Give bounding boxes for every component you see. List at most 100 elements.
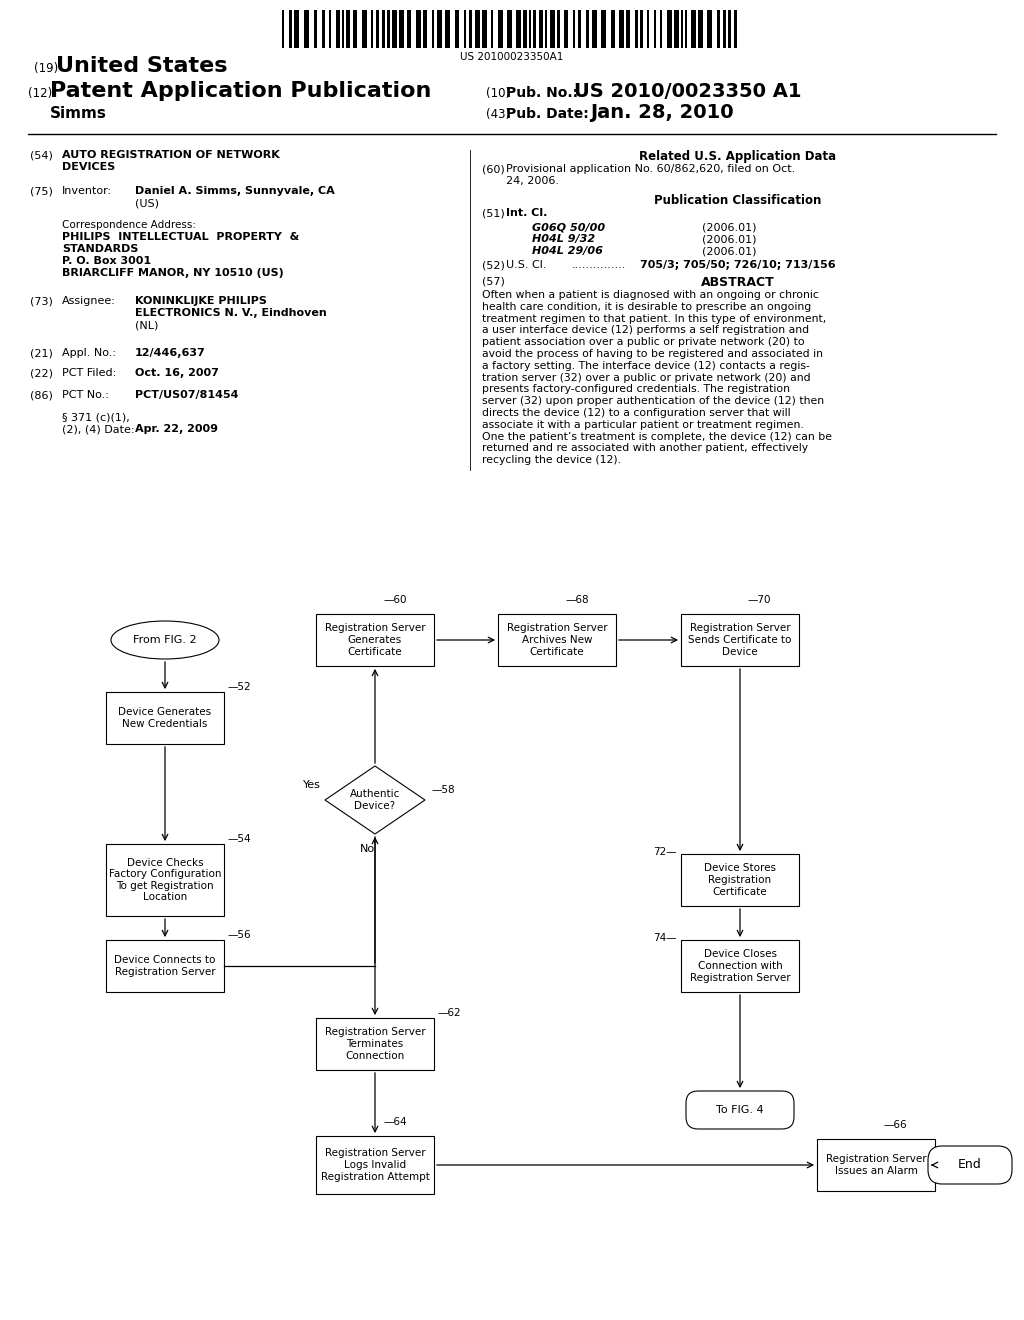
Text: —54: —54	[228, 834, 252, 843]
Text: (2), (4) Date:: (2), (4) Date:	[62, 424, 134, 434]
Bar	[362, 11, 367, 48]
Text: server (32) upon proper authentication of the device (12) then: server (32) upon proper authentication o…	[482, 396, 824, 407]
Bar	[316, 614, 434, 667]
Text: (10): (10)	[486, 87, 510, 100]
Bar	[106, 692, 224, 744]
Text: Publication Classification: Publication Classification	[654, 194, 821, 207]
Bar	[573, 11, 575, 48]
Text: —52: —52	[228, 682, 252, 692]
Bar	[592, 11, 597, 48]
Text: —60: —60	[383, 595, 407, 605]
Text: Patent Application Publication: Patent Application Publication	[50, 81, 431, 102]
Bar	[586, 11, 589, 48]
Bar	[498, 614, 616, 667]
Text: No: No	[359, 843, 375, 854]
Bar	[106, 843, 224, 916]
Bar	[723, 11, 726, 48]
Bar	[647, 11, 649, 48]
Bar	[523, 11, 527, 48]
Text: G06Q 50/00: G06Q 50/00	[532, 222, 605, 232]
Polygon shape	[325, 766, 425, 834]
FancyBboxPatch shape	[686, 1092, 794, 1129]
Text: Appl. No.:: Appl. No.:	[62, 348, 116, 358]
Text: (NL): (NL)	[135, 319, 159, 330]
Bar	[314, 11, 317, 48]
Text: Apr. 22, 2009: Apr. 22, 2009	[135, 424, 218, 434]
Bar	[618, 11, 624, 48]
Bar	[482, 11, 487, 48]
Bar	[516, 11, 521, 48]
Bar	[578, 11, 581, 48]
Text: (12): (12)	[28, 87, 52, 100]
Text: (51): (51)	[482, 209, 505, 218]
Text: tration server (32) over a public or private network (20) and: tration server (32) over a public or pri…	[482, 372, 811, 383]
Text: Int. Cl.: Int. Cl.	[506, 209, 548, 218]
Text: —58: —58	[431, 785, 455, 795]
Text: PCT Filed:: PCT Filed:	[62, 368, 117, 378]
Text: Daniel A. Simms, Sunnyvale, CA: Daniel A. Simms, Sunnyvale, CA	[135, 186, 335, 195]
Bar	[322, 11, 325, 48]
Bar	[282, 11, 284, 48]
Text: P. O. Box 3001: P. O. Box 3001	[62, 256, 152, 267]
Bar	[728, 11, 731, 48]
Bar	[685, 11, 687, 48]
Text: Registration Server
Terminates
Connection: Registration Server Terminates Connectio…	[325, 1027, 425, 1060]
Bar	[529, 11, 531, 48]
Text: PCT No.:: PCT No.:	[62, 389, 109, 400]
Text: (43): (43)	[486, 108, 510, 121]
Text: 74—: 74—	[653, 933, 677, 942]
Text: (73): (73)	[30, 296, 53, 306]
Text: Pub. Date:: Pub. Date:	[506, 107, 589, 121]
Text: —56: —56	[228, 931, 252, 940]
Text: 705/3; 705/50; 726/10; 713/156: 705/3; 705/50; 726/10; 713/156	[640, 260, 836, 271]
Text: (2006.01): (2006.01)	[702, 234, 757, 244]
Text: —64: —64	[383, 1117, 407, 1127]
Text: US 2010/0023350 A1: US 2010/0023350 A1	[574, 82, 802, 102]
Text: Device Stores
Registration
Certificate: Device Stores Registration Certificate	[705, 863, 776, 896]
Text: a user interface device (12) performs a self registration and: a user interface device (12) performs a …	[482, 326, 809, 335]
Text: DEVICES: DEVICES	[62, 162, 116, 172]
Bar	[707, 11, 712, 48]
Bar	[342, 11, 344, 48]
Text: Device Checks
Factory Configuration
To get Registration
Location: Device Checks Factory Configuration To g…	[109, 858, 221, 903]
Bar	[674, 11, 679, 48]
Bar	[640, 11, 643, 48]
Bar	[382, 11, 385, 48]
Bar	[539, 11, 543, 48]
Bar	[698, 11, 703, 48]
Text: Registration Server
Archives New
Certificate: Registration Server Archives New Certifi…	[507, 623, 607, 656]
Bar	[490, 11, 493, 48]
Text: H04L 9/32: H04L 9/32	[532, 234, 595, 244]
Text: H04L 29/06: H04L 29/06	[532, 246, 603, 256]
Text: § 371 (c)(1),: § 371 (c)(1),	[62, 412, 130, 422]
Text: Device Generates
New Credentials: Device Generates New Credentials	[119, 708, 212, 729]
Text: Registration Server
Sends Certificate to
Device: Registration Server Sends Certificate to…	[688, 623, 792, 656]
Text: recycling the device (12).: recycling the device (12).	[482, 455, 621, 465]
Text: a factory setting. The interface device (12) contacts a regis-: a factory setting. The interface device …	[482, 360, 810, 371]
Ellipse shape	[111, 620, 219, 659]
Text: —70: —70	[748, 595, 771, 605]
Text: returned and re associated with another patient, effectively: returned and re associated with another …	[482, 444, 808, 453]
Bar	[437, 11, 442, 48]
Bar	[399, 11, 404, 48]
Bar	[353, 11, 357, 48]
Text: AUTO REGISTRATION OF NETWORK: AUTO REGISTRATION OF NETWORK	[62, 150, 280, 160]
Text: (54): (54)	[30, 150, 53, 160]
Bar	[423, 11, 427, 48]
Text: Assignee:: Assignee:	[62, 296, 116, 306]
Text: United States: United States	[56, 55, 227, 77]
Bar	[304, 11, 309, 48]
Bar	[691, 11, 696, 48]
Bar	[475, 11, 480, 48]
Bar	[817, 1139, 935, 1191]
Text: To FIG. 4: To FIG. 4	[716, 1105, 764, 1115]
Bar	[681, 854, 799, 906]
Text: Registration Server
Logs Invalid
Registration Attempt: Registration Server Logs Invalid Registr…	[321, 1148, 429, 1181]
Text: Yes: Yes	[303, 780, 321, 789]
Bar	[336, 11, 340, 48]
Text: PHILIPS  INTELLECTUAL  PROPERTY  &: PHILIPS INTELLECTUAL PROPERTY &	[62, 232, 299, 242]
Text: avoid the process of having to be registered and associated in: avoid the process of having to be regist…	[482, 348, 823, 359]
Bar	[445, 11, 450, 48]
Text: Registration Server
Generates
Certificate: Registration Server Generates Certificat…	[325, 623, 425, 656]
Text: Inventor:: Inventor:	[62, 186, 112, 195]
